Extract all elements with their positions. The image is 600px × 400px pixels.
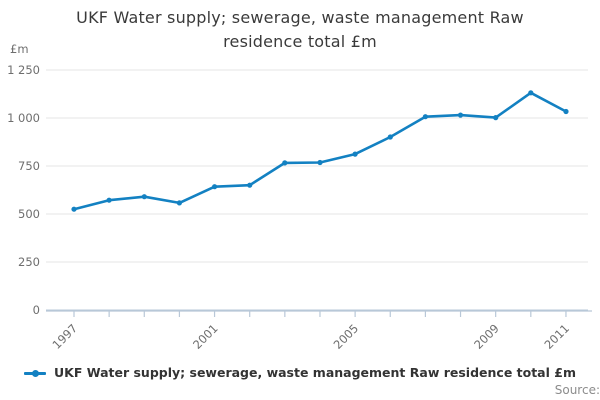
x-tick-label: 2009 bbox=[471, 321, 502, 352]
data-point bbox=[422, 114, 428, 120]
data-point bbox=[141, 194, 147, 200]
y-tick-label: 250 bbox=[18, 255, 40, 269]
data-point bbox=[352, 151, 358, 157]
data-point bbox=[247, 182, 253, 188]
data-point bbox=[563, 108, 569, 115]
x-tick-label: 2011 bbox=[541, 321, 572, 352]
data-point bbox=[387, 134, 393, 140]
y-tick-label: 750 bbox=[18, 159, 40, 173]
legend-line-marker-icon bbox=[24, 366, 47, 380]
data-point bbox=[212, 184, 218, 190]
data-point bbox=[493, 115, 499, 121]
data-point bbox=[106, 197, 112, 203]
y-tick-label: 0 bbox=[33, 303, 40, 317]
chart-title: UKF Water supply; sewerage, waste manage… bbox=[76, 8, 524, 51]
x-tick-label: 2001 bbox=[190, 321, 221, 352]
y-tick-label: 500 bbox=[18, 207, 40, 221]
data-point bbox=[457, 112, 464, 118]
legend: UKF Water supply; sewerage, waste manage… bbox=[0, 365, 600, 380]
y-tick-label: 1 000 bbox=[7, 111, 40, 125]
x-tick-label: 1997 bbox=[50, 321, 81, 352]
data-point bbox=[176, 200, 182, 206]
source-label: Source: bbox=[554, 383, 600, 397]
data-point bbox=[282, 160, 288, 166]
y-axis-unit-label: £m bbox=[10, 42, 29, 56]
legend-series-label: UKF Water supply; sewerage, waste manage… bbox=[54, 365, 576, 380]
x-tick-label: 2005 bbox=[331, 321, 362, 352]
data-series-line bbox=[72, 91, 568, 211]
data-point bbox=[317, 159, 323, 166]
y-tick-label: 1 250 bbox=[7, 63, 40, 77]
data-point bbox=[71, 206, 77, 212]
data-point bbox=[528, 90, 534, 96]
